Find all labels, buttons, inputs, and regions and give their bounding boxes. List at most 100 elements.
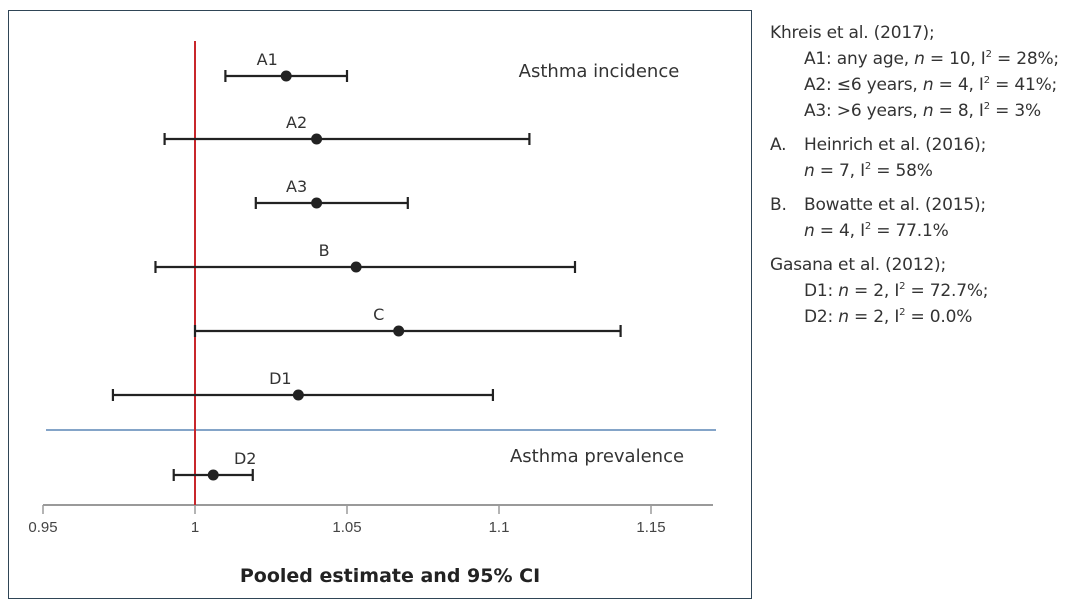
eq: = xyxy=(871,161,896,181)
x-axis: 0.95 1 1.05 1.1 1.15 xyxy=(28,504,713,536)
legend-bowatte-i2: 77.1% xyxy=(895,221,949,241)
row-label: B xyxy=(319,241,330,260)
x-tick-label: 1.15 xyxy=(636,519,665,536)
eq: = xyxy=(814,221,840,241)
legend-d1-i2: 72.7%; xyxy=(929,281,989,301)
legend-d1-n: 2 xyxy=(873,281,884,301)
legend-d1: D1: n = 2, I2 = 72.7%; xyxy=(770,278,1080,304)
comma: , xyxy=(968,75,979,95)
i-symbol: I xyxy=(860,161,865,181)
row-label: C xyxy=(373,305,384,324)
i-symbol: I xyxy=(894,281,900,301)
legend-panel: Khreis et al. (2017); A1: any age, n = 1… xyxy=(770,20,1080,338)
sup: 2 xyxy=(864,221,872,232)
sup: 2 xyxy=(864,161,872,172)
comma: , xyxy=(849,221,861,241)
legend-a1-n: 10 xyxy=(949,49,971,69)
n-symbol: n xyxy=(804,161,815,181)
legend-heinrich: A. Heinrich et al. (2016); n = 7, I2 = 58… xyxy=(770,132,1080,184)
eq: = xyxy=(991,49,1017,69)
legend-bowatte: B. Bowatte et al. (2015); n = 4, I2 = 77.… xyxy=(770,192,1080,244)
eq: = xyxy=(924,49,950,69)
x-axis-title: Pooled estimate and 95% CI xyxy=(240,565,540,587)
legend-a2-i2: 41%; xyxy=(1014,75,1058,95)
section-label-prevalence: Asthma prevalence xyxy=(510,446,684,467)
i-symbol: I xyxy=(980,49,986,69)
row-label: A2 xyxy=(286,113,307,132)
sup: 2 xyxy=(899,281,906,292)
eq: = xyxy=(989,101,1015,121)
x-tick-label: 1 xyxy=(191,519,199,536)
eq: = xyxy=(871,221,896,241)
legend-heinrich-stats: n = 7, I2 = 58% xyxy=(770,158,1080,184)
ci-row-a1: A1 xyxy=(224,50,349,82)
i-symbol: I xyxy=(860,221,865,241)
n-symbol: n xyxy=(838,281,849,301)
row-label: A1 xyxy=(257,50,278,69)
x-tick-label: 1.1 xyxy=(489,519,510,536)
legend-heinrich-title: Heinrich et al. (2016); xyxy=(804,135,987,155)
legend-khreis-title: Khreis et al. (2017); xyxy=(770,23,935,43)
row-label: A3 xyxy=(286,177,307,196)
sup: 2 xyxy=(985,49,992,60)
comma: , xyxy=(968,101,979,121)
legend-a3-label: A3: >6 years, xyxy=(804,101,923,121)
point-estimate xyxy=(311,133,323,145)
eq: = xyxy=(905,307,930,327)
eq: = xyxy=(848,281,874,301)
n-symbol: n xyxy=(922,75,934,95)
legend-d2-i2: 0.0% xyxy=(929,307,973,327)
comma: , xyxy=(883,281,895,301)
row-label: D1 xyxy=(269,369,292,388)
i-symbol: I xyxy=(978,101,984,121)
legend-a1-label: A1: any age, xyxy=(804,49,915,69)
n-symbol: n xyxy=(838,307,849,327)
legend-d2-n: 2 xyxy=(873,307,884,327)
ci-row-d1: D1 xyxy=(111,369,495,401)
legend-a3-n: 8 xyxy=(957,101,969,121)
chart-frame xyxy=(8,10,752,599)
legend-a2-label: A2: ≤6 years, xyxy=(804,75,923,95)
legend-marker-a: A. xyxy=(770,135,787,155)
plot-marks: A1 A2 A3 B C D1 D2 xyxy=(46,41,716,505)
x-tick-label: 0.95 xyxy=(28,519,57,536)
point-estimate xyxy=(311,197,323,209)
legend-a1: A1: any age, n = 10, I2 = 28%; xyxy=(770,46,1080,72)
point-estimate xyxy=(393,325,405,337)
ci-row-d2: D2 xyxy=(172,449,257,481)
comma: , xyxy=(970,49,981,69)
legend-a3-i2: 3% xyxy=(1014,101,1041,121)
ci-row-a2: A2 xyxy=(163,113,531,145)
legend-a2-n: 4 xyxy=(957,75,969,95)
legend-heinrich-n: 7 xyxy=(839,161,850,181)
section-label-incidence: Asthma incidence xyxy=(519,61,680,82)
point-estimate xyxy=(280,70,292,82)
eq: = xyxy=(905,281,930,301)
sup: 2 xyxy=(983,75,990,86)
ci-row-c: C xyxy=(193,305,622,337)
point-estimate xyxy=(350,261,362,273)
legend-a3: A3: >6 years, n = 8, I2 = 3% xyxy=(770,98,1080,124)
comma: , xyxy=(849,161,861,181)
legend-gasana: Gasana et al. (2012); D1: n = 2, I2 = 72… xyxy=(770,252,1080,330)
i-symbol: I xyxy=(978,75,984,95)
point-estimate xyxy=(207,469,219,481)
row-label: D2 xyxy=(234,449,257,468)
ci-row-a3: A3 xyxy=(254,177,409,209)
n-symbol: n xyxy=(804,221,815,241)
x-tick-label: 1.05 xyxy=(332,519,361,536)
eq: = xyxy=(848,307,874,327)
legend-khreis: Khreis et al. (2017); A1: any age, n = 1… xyxy=(770,20,1080,124)
legend-bowatte-n: 4 xyxy=(839,221,850,241)
legend-a1-i2: 28%; xyxy=(1016,49,1059,69)
legend-d2-label: D2: xyxy=(804,307,839,327)
legend-bowatte-stats: n = 4, I2 = 77.1% xyxy=(770,218,1080,244)
i-symbol: I xyxy=(894,307,900,327)
legend-heinrich-i2: 58% xyxy=(895,161,933,181)
eq: = xyxy=(814,161,840,181)
eq: = xyxy=(933,75,958,95)
eq: = xyxy=(933,101,958,121)
legend-gasana-title: Gasana et al. (2012); xyxy=(770,255,946,275)
sup: 2 xyxy=(899,307,906,318)
ci-row-b: B xyxy=(154,241,577,273)
